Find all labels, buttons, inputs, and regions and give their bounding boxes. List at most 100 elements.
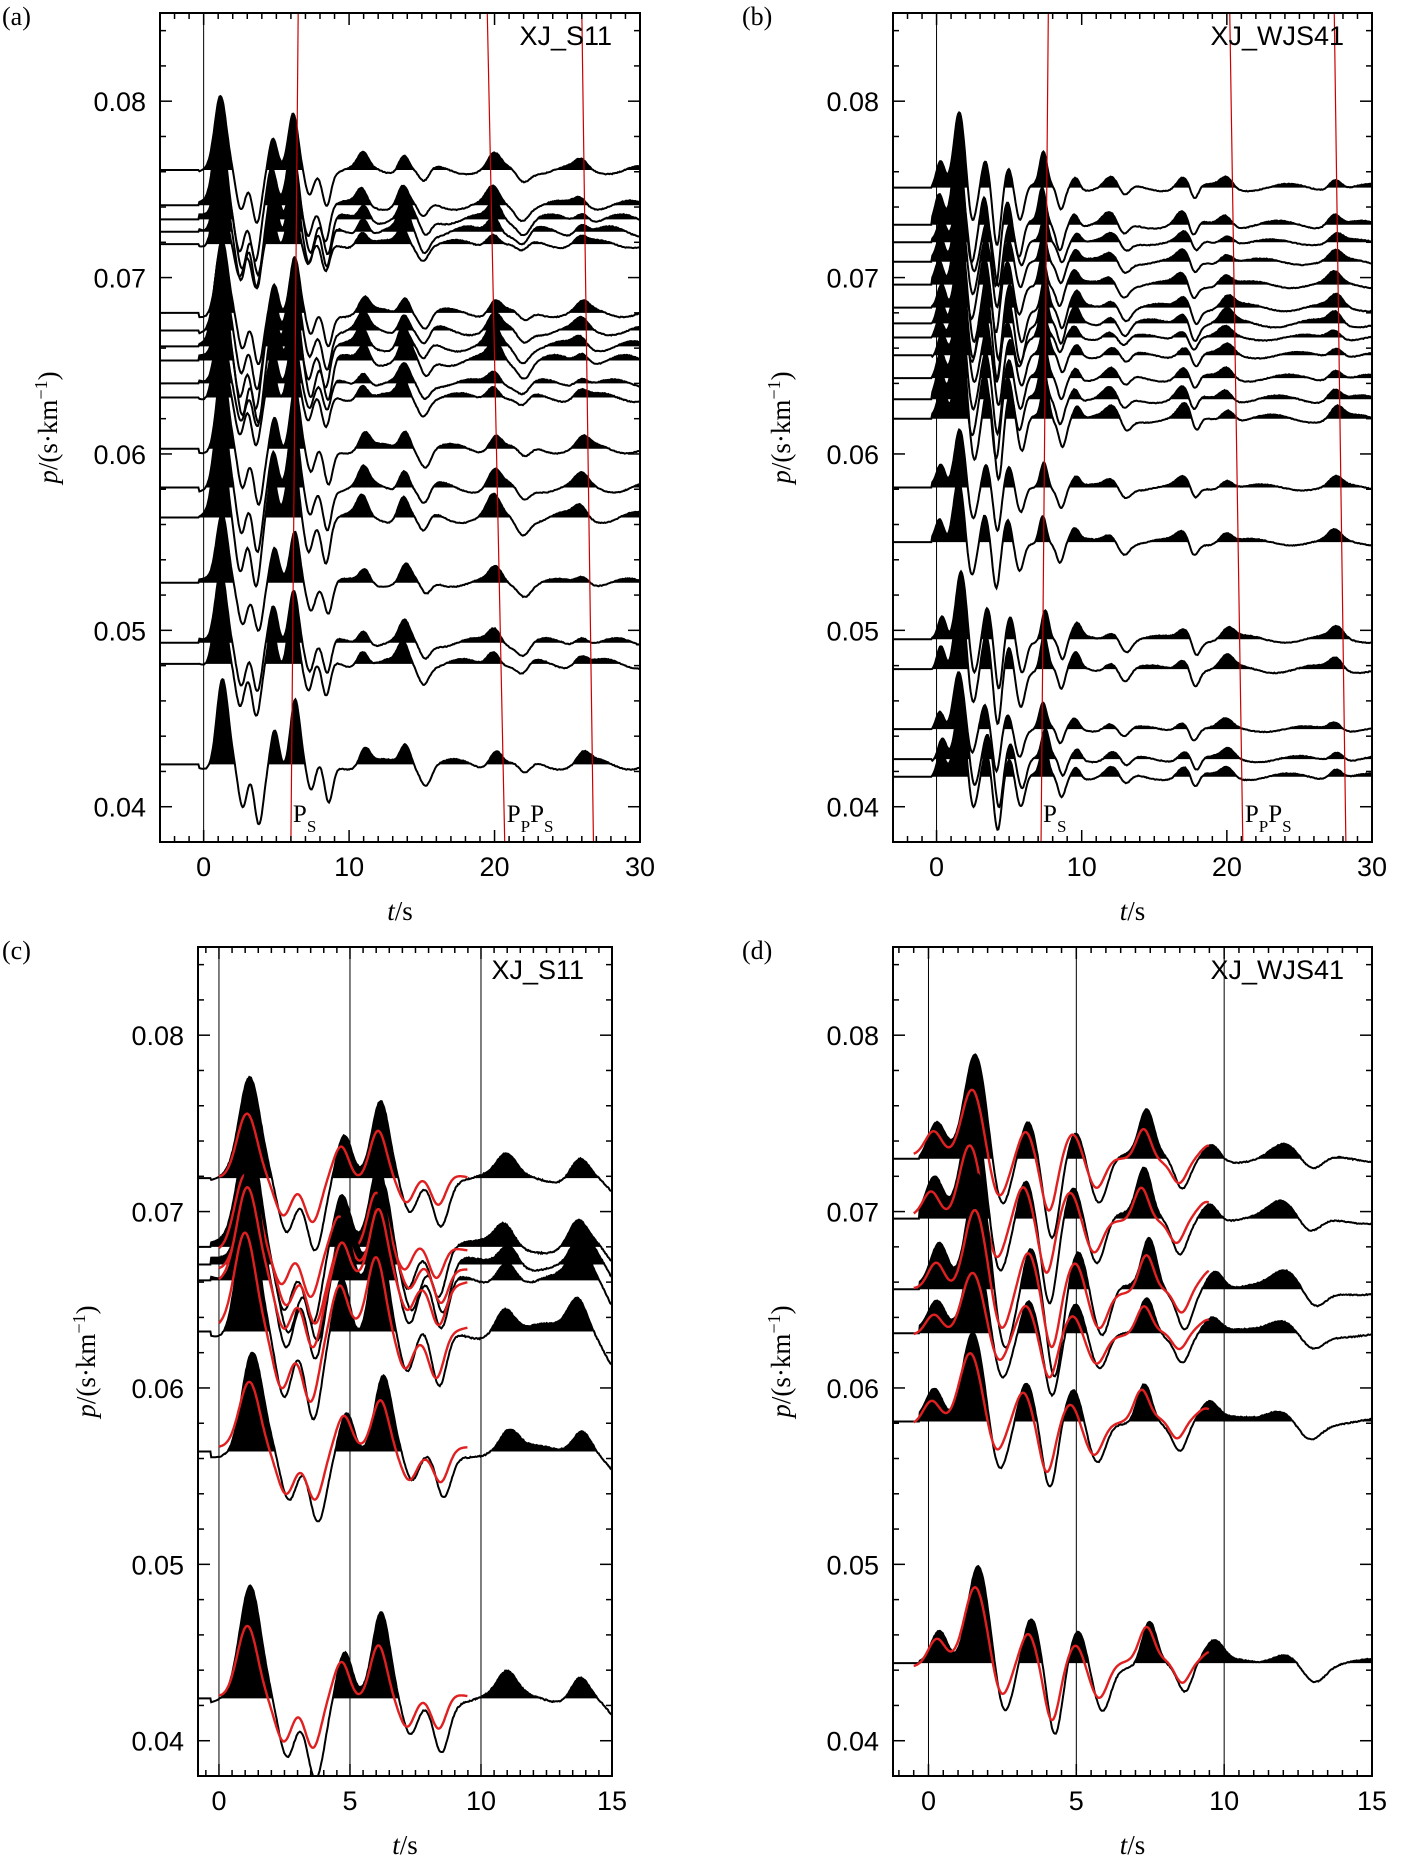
y-tick-label: 0.05 [826,1550,879,1580]
y-tick-label: 0.07 [93,264,146,294]
phase-label-ps: PS [1043,801,1066,836]
x-tick-label: 15 [597,1786,627,1816]
trace-line [893,244,1372,383]
phase-line [290,13,299,842]
x-tick-label: 0 [921,1786,936,1816]
trace-line [893,1564,1372,1735]
trace-line [893,110,1372,246]
trace-fill [227,1352,598,1452]
trace-line [893,183,1372,288]
trace-fill [219,1585,598,1699]
x-axis-title: t/s [1120,896,1146,926]
trace-fill [932,322,1372,400]
y-tick-label: 0.04 [131,1727,184,1757]
trace-line [160,238,640,365]
trace-line [160,396,640,554]
trace-line [893,694,1372,809]
phase-line [1040,13,1049,842]
synthetic-trace [218,1231,468,1403]
plot-area [893,947,1372,1776]
x-tick-label: 30 [1357,852,1387,882]
synthetic-trace [218,1380,468,1501]
y-tick-label: 0.05 [93,616,146,646]
x-tick-label: 10 [1067,852,1097,882]
y-tick-label: 0.07 [131,1198,184,1228]
x-tick-label: 10 [334,852,364,882]
station-name: XJ_WJS41 [1210,955,1344,985]
trace-line [160,146,640,290]
panel-label: (d) [742,936,772,965]
trace-line [893,142,1372,288]
trace-line [893,337,1372,482]
synthetic-trace [218,1624,468,1749]
x-tick-label: 5 [1069,1786,1084,1816]
trace-line [893,218,1372,333]
trace-line [893,1053,1372,1240]
synthetic-trace [218,1112,468,1224]
x-tick-label: 0 [211,1786,226,1816]
x-axis-title: t/s [392,1830,418,1860]
synthetic-trace [913,1144,1210,1275]
synthetic-trace [913,1585,1210,1722]
x-tick-label: 20 [480,852,510,882]
trace-fill [932,185,1372,243]
panel-label: (a) [2,2,31,31]
trace-fill [919,1108,1300,1219]
trace-fill [932,305,1372,379]
phase-label-ppps: PPPS [507,801,554,836]
trace-fill [206,397,640,488]
trace-line [160,270,640,424]
trace-line [893,479,1372,591]
trace-line [160,319,640,428]
trace-line [893,276,1372,383]
y-axis-title: p/(s·km−1) [764,371,796,485]
trace-line [198,1075,612,1252]
trace-fill [202,96,640,170]
x-tick-label: 15 [1357,1786,1387,1816]
phase-line [1229,13,1244,842]
plot-area [893,13,1372,842]
trace-line [893,671,1372,774]
trace-fill [932,144,1372,225]
plot-area [198,947,612,1776]
panel-a: 0 10 20 30 0.04 0.05 0.06 0.07 0.08 (a) XJ_S11 t/s p… [2,2,655,926]
synthetic-trace [913,1352,1210,1474]
trace-fill [211,1138,602,1247]
trace-fill [919,1250,1298,1334]
trace-fill [932,201,1367,262]
y-axis-title: p/(s·km−1) [69,1305,101,1419]
x-tick-label: 20 [1212,852,1242,882]
trace-line [160,247,640,391]
axes-frame [892,946,1373,1777]
trace-line [198,1152,612,1342]
panel-b: 0 10 20 30 0.04 0.05 0.06 0.07 0.08 (b) XJ_WJS41 t/… [742,2,1387,926]
y-tick-label: 0.04 [826,793,879,823]
trace-line [893,236,1372,362]
trace-fill [932,278,1372,338]
trace-line [160,94,640,225]
trace-line [160,124,640,263]
trace-fill [199,588,621,664]
trace-fill [919,1174,1303,1290]
axes-frame [892,12,1373,843]
phase-line [581,13,595,842]
y-tick-label: 0.04 [93,793,146,823]
y-tick-label: 0.05 [826,616,879,646]
y-axis-title: p/(s·km−1) [764,1305,796,1419]
x-tick-label: 0 [196,852,211,882]
trace-fill [217,1076,600,1179]
synthetic-trace [913,1088,1210,1212]
trace-fill [934,288,1372,356]
station-name: XJ_S11 [491,955,584,985]
y-axis-title: p/(s·km−1) [31,371,63,485]
trace-line [160,368,640,507]
y-tick-label: 0.06 [131,1374,184,1404]
synthetic-trace [913,1208,1210,1349]
trace-line [893,286,1372,407]
trace-line [893,428,1372,533]
trace-line [160,677,640,826]
x-tick-label: 5 [342,1786,357,1816]
y-tick-label: 0.06 [826,440,879,470]
y-tick-label: 0.04 [826,1727,879,1757]
trace-line [893,593,1372,726]
